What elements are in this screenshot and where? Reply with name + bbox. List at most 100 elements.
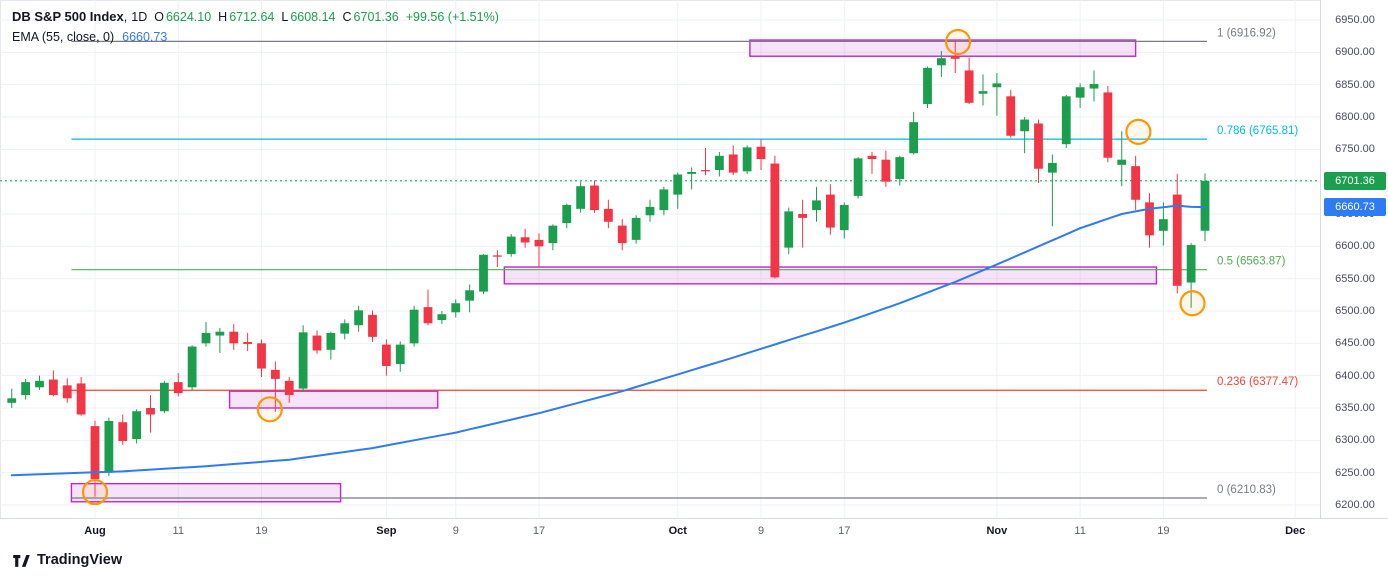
highlight-zone bbox=[70, 482, 342, 503]
candle-body bbox=[257, 343, 266, 369]
candle-body bbox=[687, 171, 697, 174]
candle-body bbox=[368, 314, 377, 337]
time-axis-tick: 11 bbox=[1074, 525, 1086, 537]
chart-pane[interactable]: 1 (6916.92) 0.786 (6765.81) 0.5 (6563.87) 0… bbox=[0, 0, 1388, 518]
candle-body bbox=[381, 344, 391, 366]
candle-body bbox=[1145, 202, 1154, 236]
close-label: C bbox=[342, 10, 352, 24]
highlight-zone bbox=[749, 39, 1137, 57]
ema-line bbox=[10, 204, 1206, 477]
candle-body bbox=[7, 398, 17, 403]
highlight-circle-marker bbox=[256, 396, 283, 423]
candle-body bbox=[492, 255, 502, 257]
fib-level-label: 0 (6210.83) bbox=[1217, 484, 1276, 496]
price-pane-canvas[interactable]: 1 (6916.92) 0.786 (6765.81) 0.5 (6563.87) 0… bbox=[0, 0, 1320, 518]
price-axis-label: 6750.00 bbox=[1335, 143, 1375, 156]
price-axis-label: 6300.00 bbox=[1335, 434, 1375, 447]
candle-body bbox=[1034, 123, 1043, 169]
candle-body bbox=[395, 344, 405, 365]
candle-body bbox=[881, 159, 891, 182]
candle-body bbox=[659, 189, 669, 211]
candle-body bbox=[936, 58, 946, 66]
interval-label[interactable]: 1D bbox=[131, 10, 148, 24]
time-axis-tick: Sep bbox=[376, 525, 397, 537]
candle-body bbox=[728, 154, 738, 173]
highlight-circle-marker bbox=[1179, 290, 1206, 317]
fib-level-label: 0.786 (6765.81) bbox=[1217, 125, 1298, 137]
candle-body bbox=[909, 122, 919, 154]
candle-body bbox=[992, 83, 1002, 88]
time-axis[interactable]: Aug 11 19 Sep 9 17 Oct 9 17 Nov 11 19 Dec bbox=[0, 519, 1388, 545]
ema-indicator-label[interactable]: EMA (55, close, 0) bbox=[12, 30, 115, 44]
candle-body bbox=[423, 307, 433, 324]
price-axis[interactable]: 6950.006900.006850.006800.006750.006700.… bbox=[1320, 0, 1388, 518]
candle-body bbox=[312, 335, 322, 351]
candle-body bbox=[756, 146, 766, 160]
candle-body bbox=[76, 383, 86, 415]
open-label: O bbox=[154, 10, 164, 24]
candle-body bbox=[1103, 92, 1113, 158]
candle-body bbox=[701, 170, 710, 172]
ema-value-badge: 6660.73 bbox=[1324, 198, 1386, 217]
candle-body bbox=[48, 379, 58, 396]
highlight-circle-marker bbox=[81, 478, 109, 506]
candle-body bbox=[812, 200, 821, 211]
high-label: H bbox=[218, 10, 228, 24]
low-value: 6608.14 bbox=[290, 10, 336, 24]
candle-body bbox=[534, 239, 544, 247]
candle-body bbox=[409, 309, 419, 344]
candle-body bbox=[520, 237, 530, 243]
price-axis-label: 6200.00 bbox=[1335, 499, 1375, 511]
candle-body bbox=[1158, 219, 1168, 231]
price-axis-label: 6350.00 bbox=[1335, 402, 1375, 414]
candle-body bbox=[90, 426, 100, 480]
fib-level-label: 0.236 (6377.47) bbox=[1217, 376, 1298, 388]
high-value: 6712.64 bbox=[229, 10, 275, 24]
candle-body bbox=[62, 385, 72, 399]
candle-body bbox=[770, 163, 780, 278]
candle-body bbox=[714, 155, 724, 171]
price-axis-label: 6950.00 bbox=[1335, 14, 1375, 26]
tradingview-logo-text: TradingView bbox=[37, 552, 123, 568]
price-axis-label: 6250.00 bbox=[1335, 466, 1375, 479]
candle-body bbox=[603, 208, 613, 222]
candle-body bbox=[118, 422, 128, 441]
candle-body bbox=[201, 332, 211, 344]
price-axis-label: 6800.00 bbox=[1335, 111, 1375, 123]
candle-body bbox=[132, 411, 142, 440]
candle-body bbox=[1200, 180, 1210, 231]
candle-body bbox=[798, 214, 808, 218]
price-axis-label: 6450.00 bbox=[1335, 337, 1375, 350]
candle-body bbox=[479, 254, 488, 292]
candle-body bbox=[270, 369, 280, 379]
candle-body bbox=[354, 310, 364, 326]
candle-body bbox=[1020, 119, 1030, 132]
tradingview-logo[interactable]: TradingView bbox=[12, 552, 122, 569]
time-axis-tick: Nov bbox=[986, 525, 1008, 537]
time-axis-tick: 19 bbox=[1157, 525, 1170, 537]
legend: DB S&P 500 Index, 1D O 6624.10 H 6712.64 L 6608… bbox=[12, 7, 499, 47]
candle-body bbox=[548, 225, 558, 244]
tradingview-logo-icon bbox=[13, 554, 30, 567]
price-axis-label: 6850.00 bbox=[1335, 78, 1375, 91]
candle-body bbox=[1047, 162, 1057, 173]
last-price-badge: 6701.36 bbox=[1324, 171, 1386, 190]
candle-body bbox=[1061, 96, 1071, 145]
time-axis-tick: 9 bbox=[757, 525, 765, 537]
highlight-zone bbox=[503, 266, 1158, 285]
bottom-bar: TradingView bbox=[0, 545, 1388, 575]
candle-body bbox=[340, 323, 350, 334]
candle-body bbox=[187, 346, 197, 388]
candle-body bbox=[243, 342, 253, 344]
candle-body bbox=[298, 332, 308, 389]
candle-body bbox=[326, 332, 336, 350]
highlight-circle-marker bbox=[944, 28, 972, 56]
candle-body bbox=[159, 382, 169, 412]
candle-body bbox=[451, 303, 461, 313]
symbol-title[interactable]: DB S&P 500 Index bbox=[12, 9, 124, 24]
change-value: +99.56 (+1.51%) bbox=[405, 10, 499, 24]
candle-body bbox=[21, 382, 31, 396]
candle-body bbox=[576, 186, 586, 209]
highlight-circle-marker bbox=[1125, 118, 1152, 145]
